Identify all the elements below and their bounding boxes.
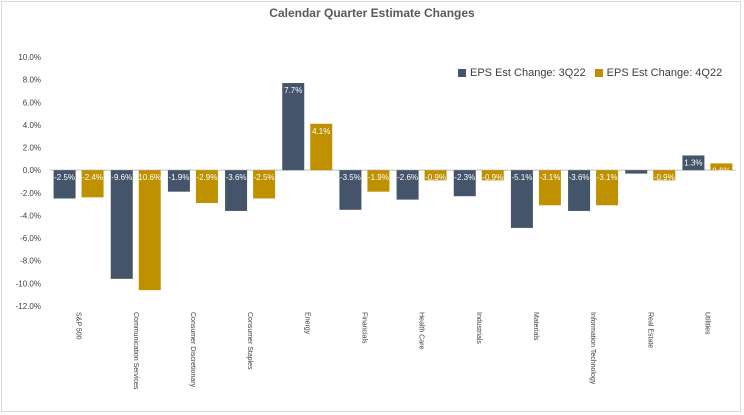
data-label: -0.9% (482, 173, 503, 182)
data-label: -2.6% (397, 173, 418, 182)
x-category-label: S&P 500 (75, 312, 82, 340)
bar-4q22 (81, 170, 104, 198)
x-category-label: Financials (360, 312, 367, 344)
bar-3q22 (396, 170, 419, 200)
data-label: -3.6% (569, 173, 590, 182)
y-tick-label: 8.0% (23, 76, 41, 85)
data-label: -3.6% (226, 173, 247, 182)
data-label: -3.1% (597, 173, 618, 182)
data-label: -1.9% (168, 173, 189, 182)
data-label: 0.6% (712, 166, 730, 175)
x-category-label: Utilities (703, 312, 710, 335)
x-category-label: Industrials (475, 312, 482, 344)
bar-3q22 (625, 170, 648, 174)
chart-title: Calendar Quarter Estimate Changes (269, 6, 475, 20)
bar-3q22 (167, 170, 190, 192)
bar-3q22 (682, 155, 705, 171)
x-category-label: Consumer Staples (246, 312, 253, 370)
y-tick-label: 2.0% (23, 144, 41, 153)
bar-3q22 (568, 170, 591, 211)
bar-3q22 (453, 170, 476, 197)
x-category-label: Materials (532, 312, 539, 341)
y-tick-label: -6.0% (20, 234, 41, 243)
data-label: -3.1% (539, 173, 560, 182)
data-label: -2.5% (54, 173, 75, 182)
bar-4q22 (710, 163, 733, 171)
data-label: -3.5% (340, 173, 361, 182)
y-tick-label: -2.0% (20, 189, 41, 198)
data-label: -2.3% (454, 173, 475, 182)
data-label: 7.7% (284, 86, 302, 95)
bar-4q22 (424, 170, 447, 181)
data-label: -5.1% (511, 173, 532, 182)
data-label: -0.9% (654, 173, 675, 182)
y-tick-label: 10.0% (18, 53, 41, 62)
y-tick-label: -8.0% (20, 257, 41, 266)
legend-swatch-3q22 (458, 69, 466, 77)
chart-legend: EPS Est Change: 3Q22 EPS Est Change: 4Q2… (458, 67, 728, 80)
bar-4q22 (653, 170, 676, 181)
bar-4q22 (481, 170, 504, 181)
y-tick-label: -4.0% (20, 211, 41, 220)
data-label: 1.3% (684, 158, 702, 167)
bar-3q22 (339, 170, 362, 210)
data-label: -9.6% (111, 173, 132, 182)
legend-item-3q22: EPS Est Change: 3Q22 (458, 67, 586, 79)
bar-3q22 (510, 170, 533, 228)
data-label: -2.9% (196, 173, 217, 182)
x-category-label: Energy (303, 312, 310, 335)
data-label: -2.4% (82, 173, 103, 182)
legend-label-4q22: EPS Est Change: 4Q22 (606, 67, 723, 79)
bar-4q22 (138, 170, 161, 291)
y-tick-label: 0.0% (23, 166, 41, 175)
x-category-label: Communication Services (132, 312, 139, 390)
bar-3q22 (282, 83, 305, 171)
bar-3q22 (53, 170, 76, 199)
y-tick-label: -12.0% (16, 302, 41, 311)
data-label: 4.1% (312, 127, 330, 136)
data-label: -0.9% (425, 173, 446, 182)
y-tick-label: 4.0% (23, 121, 41, 130)
bar-4q22 (310, 123, 333, 171)
legend-label-3q22: EPS Est Change: 3Q22 (470, 67, 586, 79)
bar-4q22 (596, 170, 619, 206)
bar-4q22 (538, 170, 561, 206)
data-label: -1.9% (368, 173, 389, 182)
y-tick-label: -10.0% (16, 279, 41, 288)
data-label: -2.5% (254, 173, 275, 182)
bar-3q22 (110, 170, 133, 279)
bar-4q22 (253, 170, 276, 199)
x-category-label: Real Estate (646, 312, 653, 348)
bar-3q22 (225, 170, 248, 211)
x-category-label: Health Care (418, 312, 425, 349)
data-label: 10.6% (138, 173, 161, 182)
x-category-label: Consumer Discretionary (189, 312, 196, 388)
bar-4q22 (367, 170, 390, 192)
bar-4q22 (195, 170, 218, 204)
y-tick-label: 6.0% (23, 98, 41, 107)
x-category-label: Information Technology (589, 312, 596, 385)
legend-swatch-4q22 (594, 69, 603, 77)
legend-item-4q22: EPS Est Change: 4Q22 (594, 67, 723, 79)
